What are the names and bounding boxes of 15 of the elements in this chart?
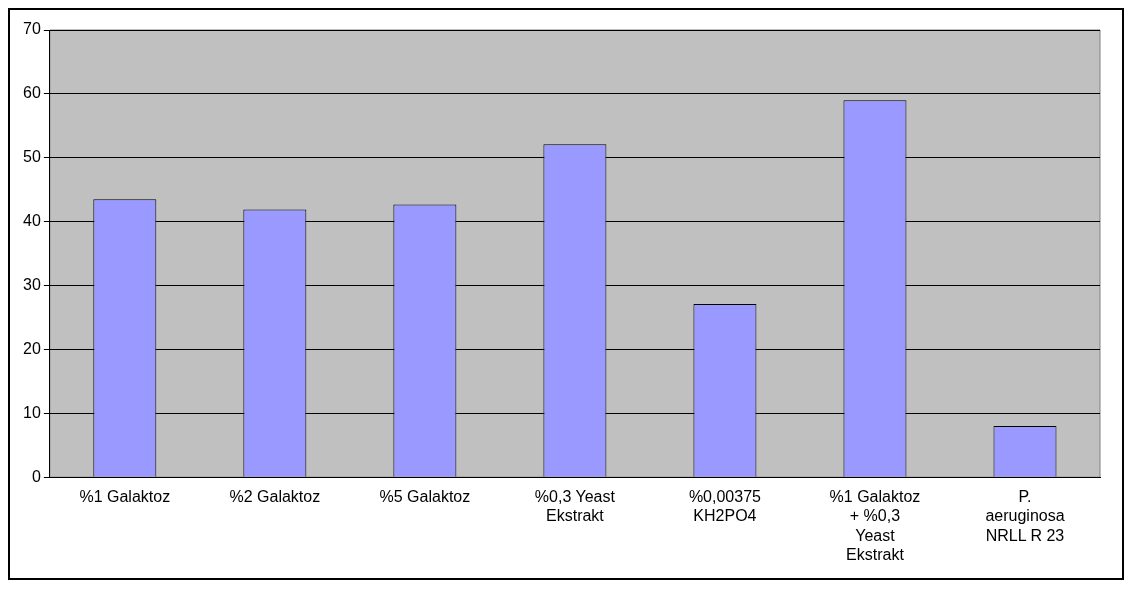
- y-tick-label: 20: [23, 339, 41, 357]
- x-tick-label: %2 Galaktoz: [229, 488, 321, 506]
- y-tick-label: 30: [23, 275, 41, 293]
- y-tick-label: 0: [31, 467, 41, 485]
- x-tick-label: %0,00375 KH2PO4: [688, 488, 762, 525]
- y-tick-label: 50: [23, 148, 41, 166]
- y-tick-label: 40: [23, 212, 41, 230]
- y-tick-label: 10: [23, 403, 41, 421]
- x-tick-label: %0,3 Yeast Ekstrakt: [534, 488, 616, 525]
- x-tick-label: P. aeruginosa NRLL R 23: [985, 488, 1065, 544]
- y-tick-label: 70: [23, 20, 41, 38]
- y-tick-label: 60: [23, 84, 41, 102]
- x-tick-label: %1 Galaktoz + %0,3 Yeast Ekstrakt: [829, 488, 921, 563]
- x-tick-label: %1 Galaktoz: [79, 488, 171, 506]
- x-tick-label: %5 Galaktoz: [379, 488, 471, 506]
